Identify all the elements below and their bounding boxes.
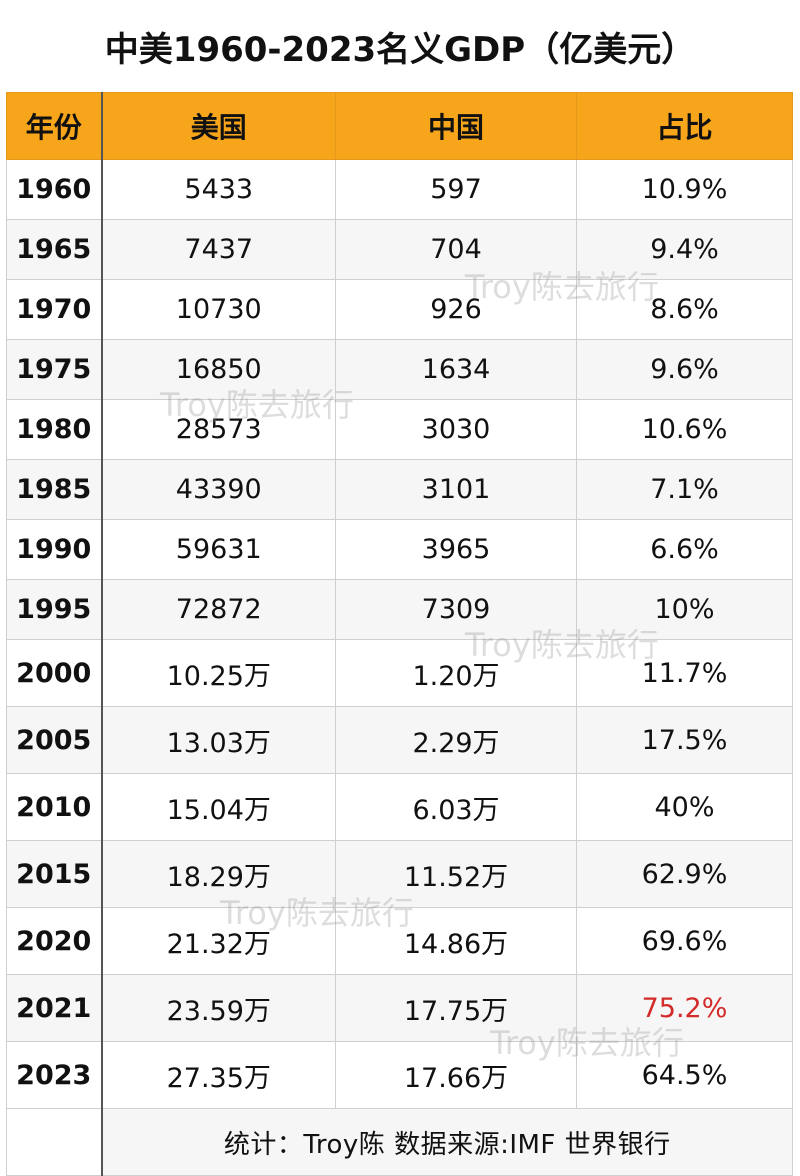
- cell-china: 1.20万: [335, 639, 577, 707]
- cell-usa: 10730: [101, 279, 336, 340]
- cell-usa: 15.04万: [101, 773, 336, 841]
- cell-ratio: 9.6%: [576, 339, 793, 400]
- cell-year: 2005: [6, 706, 103, 774]
- cell-usa: 10.25万: [101, 639, 336, 707]
- table-header-row: 年份 美国 中国 占比: [6, 92, 793, 160]
- cell-usa: 21.32万: [101, 907, 336, 975]
- cell-china: 926: [335, 279, 577, 340]
- cell-year: 1985: [6, 459, 103, 520]
- cell-china: 6.03万: [335, 773, 577, 841]
- cell-china: 2.29万: [335, 706, 577, 774]
- table-row: 2010 15.04万 6.03万 40%: [6, 773, 793, 841]
- cell-china: 1634: [335, 339, 577, 400]
- cell-ratio: 10.9%: [576, 159, 793, 220]
- cell-ratio: 69.6%: [576, 907, 793, 975]
- cell-ratio: 10.6%: [576, 399, 793, 460]
- table-row: 2005 13.03万 2.29万 17.5%: [6, 706, 793, 774]
- footer-blank-cell: [6, 1108, 103, 1176]
- cell-china: 7309: [335, 579, 577, 640]
- table-row: 1980 28573 3030 10.6%: [6, 399, 793, 460]
- cell-year: 1965: [6, 219, 103, 280]
- table-row: 1960 5433 597 10.9%: [6, 159, 793, 220]
- cell-china: 17.66万: [335, 1041, 577, 1109]
- cell-year: 1975: [6, 339, 103, 400]
- header-china: 中国: [335, 92, 577, 160]
- cell-china: 3030: [335, 399, 577, 460]
- table-row: 2000 10.25万 1.20万 11.7%: [6, 639, 793, 707]
- cell-usa: 16850: [101, 339, 336, 400]
- table-row: 1990 59631 3965 6.6%: [6, 519, 793, 580]
- cell-year: 2000: [6, 639, 103, 707]
- table-row: 2015 18.29万 11.52万 62.9%: [6, 840, 793, 908]
- table-row: 1985 43390 3101 7.1%: [6, 459, 793, 520]
- cell-ratio: 17.5%: [576, 706, 793, 774]
- cell-year: 1995: [6, 579, 103, 640]
- header-ratio: 占比: [576, 92, 793, 160]
- cell-year: 2015: [6, 840, 103, 908]
- table-row: 1965 7437 704 9.4%: [6, 219, 793, 280]
- cell-ratio: 7.1%: [576, 459, 793, 520]
- cell-year: 1990: [6, 519, 103, 580]
- cell-usa: 23.59万: [101, 974, 336, 1042]
- table-row: 2020 21.32万 14.86万 69.6%: [6, 907, 793, 975]
- table-row: 2021 23.59万 17.75万 75.2%: [6, 974, 793, 1042]
- cell-year: 2020: [6, 907, 103, 975]
- cell-china: 597: [335, 159, 577, 220]
- cell-ratio: 10%: [576, 579, 793, 640]
- cell-ratio-highlight: 75.2%: [576, 974, 793, 1042]
- header-year: 年份: [6, 92, 103, 160]
- cell-usa: 27.35万: [101, 1041, 336, 1109]
- header-usa: 美国: [101, 92, 336, 160]
- cell-usa: 72872: [101, 579, 336, 640]
- cell-year: 2010: [6, 773, 103, 841]
- cell-year: 1960: [6, 159, 103, 220]
- cell-year: 1970: [6, 279, 103, 340]
- gdp-table: 年份 美国 中国 占比 1960 5433 597 10.9% 1965 743…: [6, 92, 793, 1176]
- cell-china: 11.52万: [335, 840, 577, 908]
- table-footer-row: 统计：Troy陈 数据来源:IMF 世界银行: [6, 1108, 793, 1176]
- cell-usa: 28573: [101, 399, 336, 460]
- cell-ratio: 8.6%: [576, 279, 793, 340]
- cell-year: 2023: [6, 1041, 103, 1109]
- cell-usa: 13.03万: [101, 706, 336, 774]
- cell-china: 17.75万: [335, 974, 577, 1042]
- table-row: 1995 72872 7309 10%: [6, 579, 793, 640]
- cell-usa: 5433: [101, 159, 336, 220]
- cell-usa: 18.29万: [101, 840, 336, 908]
- source-note: 统计：Troy陈 数据来源:IMF 世界银行: [101, 1108, 793, 1176]
- table-row: 1975 16850 1634 9.6%: [6, 339, 793, 400]
- page-title: 中美1960-2023名义GDP（亿美元）: [104, 29, 696, 70]
- cell-china: 3965: [335, 519, 577, 580]
- cell-ratio: 62.9%: [576, 840, 793, 908]
- cell-ratio: 9.4%: [576, 219, 793, 280]
- cell-year: 2021: [6, 974, 103, 1042]
- cell-usa: 59631: [101, 519, 336, 580]
- cell-ratio: 6.6%: [576, 519, 793, 580]
- cell-year: 1980: [6, 399, 103, 460]
- table-row: 1970 10730 926 8.6%: [6, 279, 793, 340]
- cell-ratio: 11.7%: [576, 639, 793, 707]
- cell-ratio: 40%: [576, 773, 793, 841]
- table-row: 2023 27.35万 17.66万 64.5%: [6, 1041, 793, 1109]
- cell-usa: 43390: [101, 459, 336, 520]
- cell-china: 704: [335, 219, 577, 280]
- cell-china: 14.86万: [335, 907, 577, 975]
- cell-china: 3101: [335, 459, 577, 520]
- cell-ratio: 64.5%: [576, 1041, 793, 1109]
- cell-usa: 7437: [101, 219, 336, 280]
